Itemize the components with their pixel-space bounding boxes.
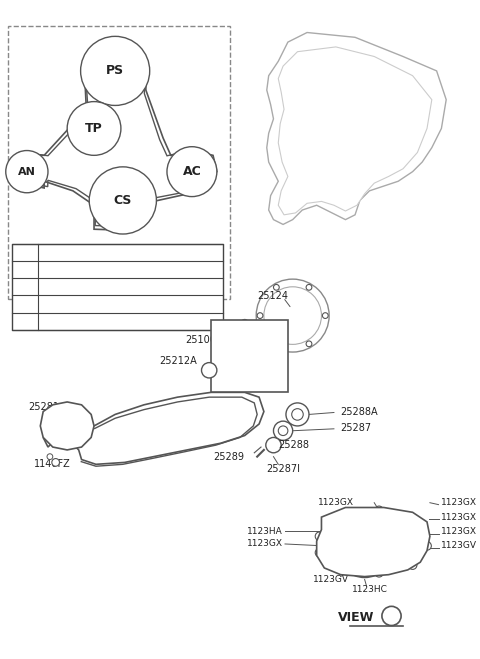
Bar	[211, 320, 288, 392]
Circle shape	[278, 426, 288, 436]
Circle shape	[10, 154, 44, 189]
Circle shape	[375, 569, 384, 577]
Text: TP: TP	[85, 122, 103, 135]
Circle shape	[357, 543, 372, 558]
Text: 1123GX: 1123GX	[442, 513, 478, 522]
Circle shape	[274, 341, 279, 347]
Circle shape	[52, 459, 60, 466]
Text: 1123GX: 1123GX	[318, 498, 354, 507]
Circle shape	[306, 341, 312, 347]
Circle shape	[264, 287, 322, 345]
Text: 25287I: 25287I	[266, 464, 300, 474]
Text: 25100: 25100	[185, 335, 216, 345]
Circle shape	[382, 606, 401, 625]
PathPatch shape	[278, 47, 432, 215]
Text: AN: AN	[17, 247, 33, 257]
Text: A: A	[206, 366, 213, 375]
Text: 1123GX: 1123GX	[247, 540, 283, 548]
FancyBboxPatch shape	[8, 26, 230, 299]
Text: AC: AC	[182, 165, 201, 178]
Text: 1123HA: 1123HA	[247, 527, 283, 536]
Text: 1123GX: 1123GX	[442, 527, 478, 536]
Text: CS: CS	[18, 316, 32, 326]
Circle shape	[257, 313, 263, 318]
Text: 1123GV: 1123GV	[442, 542, 478, 550]
Circle shape	[230, 339, 259, 368]
Text: TP: TP	[18, 299, 32, 309]
Circle shape	[94, 171, 152, 229]
Circle shape	[71, 105, 117, 152]
Circle shape	[323, 313, 328, 318]
Circle shape	[266, 438, 281, 453]
Text: 1140FZ: 1140FZ	[35, 459, 71, 469]
Text: AN: AN	[18, 167, 36, 177]
Text: CRANKSHAFT: CRANKSHAFT	[86, 316, 152, 326]
Circle shape	[241, 320, 249, 327]
Circle shape	[274, 421, 293, 440]
Circle shape	[81, 36, 150, 105]
Circle shape	[415, 523, 424, 531]
Text: 1123HC: 1123HC	[351, 585, 387, 594]
Text: 1123GX: 1123GX	[442, 498, 478, 507]
Circle shape	[6, 150, 48, 193]
Circle shape	[55, 409, 89, 444]
Circle shape	[423, 542, 432, 550]
Circle shape	[267, 366, 275, 373]
Circle shape	[336, 563, 345, 572]
Text: TENSIONER PULLEY: TENSIONER PULLEY	[71, 299, 167, 309]
Text: 25212A: 25212A	[159, 356, 197, 366]
Text: AC: AC	[18, 264, 32, 275]
Text: AIR CON COMPRESSOR: AIR CON COMPRESSOR	[62, 264, 176, 275]
Text: 25288A: 25288A	[341, 407, 378, 416]
Circle shape	[84, 40, 146, 101]
Bar	[12, 244, 223, 330]
Circle shape	[62, 416, 82, 436]
Text: POWER STEERING: POWER STEERING	[75, 282, 163, 292]
Text: ALTERNATOR: ALTERNATOR	[87, 247, 151, 257]
Circle shape	[274, 285, 279, 290]
Circle shape	[315, 548, 324, 557]
Circle shape	[327, 517, 336, 527]
PathPatch shape	[267, 32, 446, 225]
PathPatch shape	[40, 402, 94, 450]
Circle shape	[241, 381, 249, 389]
Circle shape	[338, 524, 392, 577]
Circle shape	[267, 335, 275, 343]
Circle shape	[306, 285, 312, 290]
Text: A: A	[387, 611, 396, 621]
Circle shape	[167, 147, 217, 196]
Text: 25289: 25289	[214, 451, 245, 462]
Text: 25281: 25281	[28, 402, 60, 412]
Circle shape	[237, 346, 252, 362]
PathPatch shape	[317, 507, 430, 577]
Circle shape	[89, 167, 156, 234]
Text: CS: CS	[114, 194, 132, 207]
Circle shape	[292, 409, 303, 420]
Text: PS: PS	[106, 65, 124, 77]
Circle shape	[286, 403, 309, 426]
Circle shape	[224, 333, 266, 375]
Circle shape	[214, 366, 222, 373]
Circle shape	[348, 533, 382, 568]
Text: 1123GV: 1123GV	[313, 575, 349, 584]
Circle shape	[315, 532, 324, 540]
Text: VIEW: VIEW	[338, 612, 374, 624]
Circle shape	[408, 561, 417, 569]
Circle shape	[256, 279, 329, 352]
Circle shape	[202, 362, 217, 378]
Circle shape	[171, 150, 213, 193]
Circle shape	[47, 454, 53, 459]
Circle shape	[214, 335, 222, 343]
Text: PS: PS	[18, 282, 32, 292]
Circle shape	[67, 101, 121, 156]
Text: 25124: 25124	[257, 291, 288, 301]
Circle shape	[375, 506, 384, 515]
Text: 25288: 25288	[278, 440, 309, 450]
Text: 25287: 25287	[341, 423, 372, 433]
